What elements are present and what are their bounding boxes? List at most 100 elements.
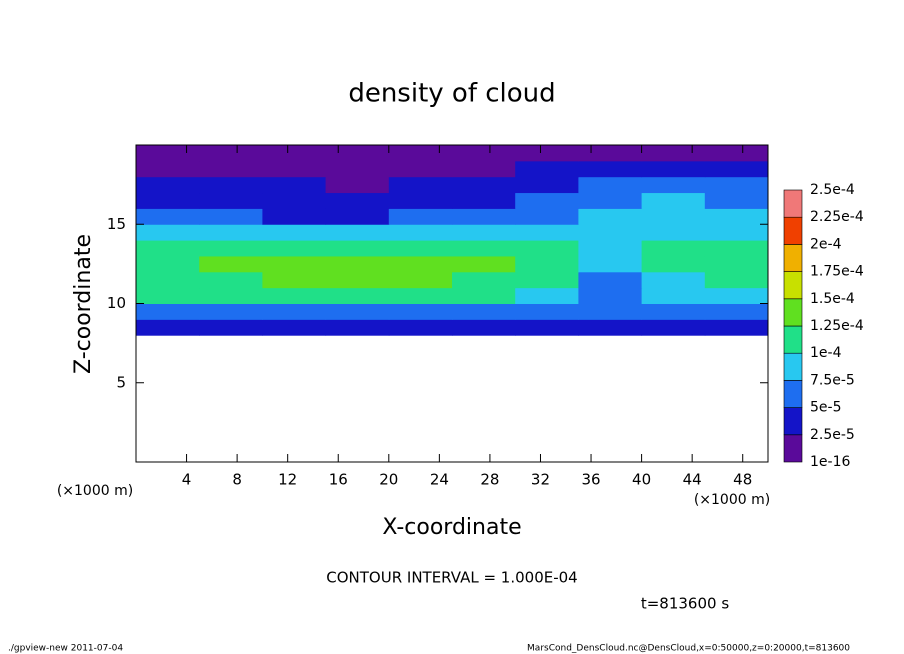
field-cell [262, 208, 327, 225]
colorbar-label: 2e-4 [810, 236, 842, 252]
field-cell [199, 192, 263, 209]
field-cell [641, 192, 706, 209]
field-cell [388, 145, 453, 162]
field-cell [199, 303, 263, 320]
field-cell [641, 303, 706, 320]
field-cell [578, 303, 643, 320]
field-cell [199, 255, 263, 273]
field-cell [578, 192, 643, 209]
colorbar-box [783, 298, 803, 327]
colorbar-label: 1.75e-4 [810, 264, 864, 280]
colorbar-label: 1e-16 [810, 454, 850, 470]
y-tick-label: 5 [116, 373, 126, 391]
field-cell [578, 255, 643, 273]
field-cell [452, 287, 516, 304]
field-cell [641, 255, 706, 273]
field-cell [388, 255, 453, 273]
colorbar-label: 2.5e-4 [810, 182, 855, 198]
colorbar-box [783, 434, 803, 463]
field-cell [388, 176, 453, 194]
field-cell [515, 287, 579, 304]
field-cell [388, 319, 453, 336]
field-cell [136, 319, 200, 336]
field-cell [262, 255, 327, 273]
field-cell [578, 224, 643, 241]
field-cell [452, 224, 516, 241]
field-cell [704, 303, 769, 320]
field-cell [515, 145, 579, 162]
field-cell [641, 319, 706, 336]
field-cell [199, 176, 263, 194]
field-cell [262, 160, 327, 178]
field-cell [452, 271, 516, 289]
field-cell [515, 176, 579, 194]
field-cell [578, 287, 643, 304]
field-cell [641, 176, 706, 194]
colorbar-label: 7.5e-5 [810, 372, 855, 388]
field-cell [325, 208, 390, 225]
x-tick-label: 32 [531, 471, 550, 489]
field-cell [262, 303, 327, 320]
field-cell [515, 271, 579, 289]
field-cell [136, 271, 200, 289]
field-cell [199, 271, 263, 289]
field-cell [325, 192, 390, 209]
field-cell [515, 160, 579, 178]
field-cell [325, 271, 390, 289]
colorbar-label: 5e-5 [810, 400, 841, 416]
field-cell [452, 240, 516, 257]
field-cell [199, 145, 263, 162]
colorbar-label: 1e-4 [810, 345, 842, 361]
x-tick-label: 28 [480, 471, 499, 489]
field-cell [199, 224, 263, 241]
field-cell [452, 160, 516, 178]
field-cell [515, 240, 579, 257]
field-cell [325, 255, 390, 273]
field-cell [452, 208, 516, 225]
field-cell [388, 240, 453, 257]
field-cell [704, 240, 769, 257]
field-cell [578, 319, 643, 336]
field-cell [136, 240, 200, 257]
field-cell [578, 145, 643, 162]
colorbar-label: 2.5e-5 [810, 427, 855, 443]
field-cell [704, 255, 769, 273]
colorbar-box [783, 216, 803, 245]
field-cell [262, 240, 327, 257]
field-cell [388, 208, 453, 225]
x-tick-label: 36 [581, 471, 600, 489]
field-cell [641, 160, 706, 178]
x-unit-label: (×1000 m) [694, 492, 770, 508]
field-cell [641, 208, 706, 225]
colorbar-box [783, 271, 803, 300]
x-tick-label: 24 [430, 471, 449, 489]
field-cell [515, 303, 579, 320]
field-cell [199, 208, 263, 225]
time-note: t=813600 s [641, 595, 729, 613]
field-cell [136, 224, 200, 241]
contour-note: CONTOUR INTERVAL = 1.000E-04 [326, 569, 577, 587]
footer-right: MarsCond_DensCloud.nc@DensCloud,x=0:5000… [527, 644, 850, 654]
field-cell [136, 145, 200, 162]
field-cell [325, 287, 390, 304]
field-cell [704, 208, 769, 225]
field-cell [704, 271, 769, 289]
field-cell [704, 145, 769, 162]
field-cell [704, 287, 769, 304]
x-tick-label: 8 [232, 471, 242, 489]
x-tick-label: 20 [379, 471, 398, 489]
colorbar-box [783, 352, 803, 381]
field-cell [136, 303, 200, 320]
field-cell [704, 176, 769, 194]
field-cell [578, 240, 643, 257]
field-cell [452, 176, 516, 194]
field-cell [262, 287, 327, 304]
field-cell [578, 176, 643, 194]
field-cell [578, 208, 643, 225]
field-cell [515, 319, 579, 336]
field-cell [325, 224, 390, 241]
field-cell [515, 192, 579, 209]
field-cell [641, 145, 706, 162]
field-cell [388, 287, 453, 304]
